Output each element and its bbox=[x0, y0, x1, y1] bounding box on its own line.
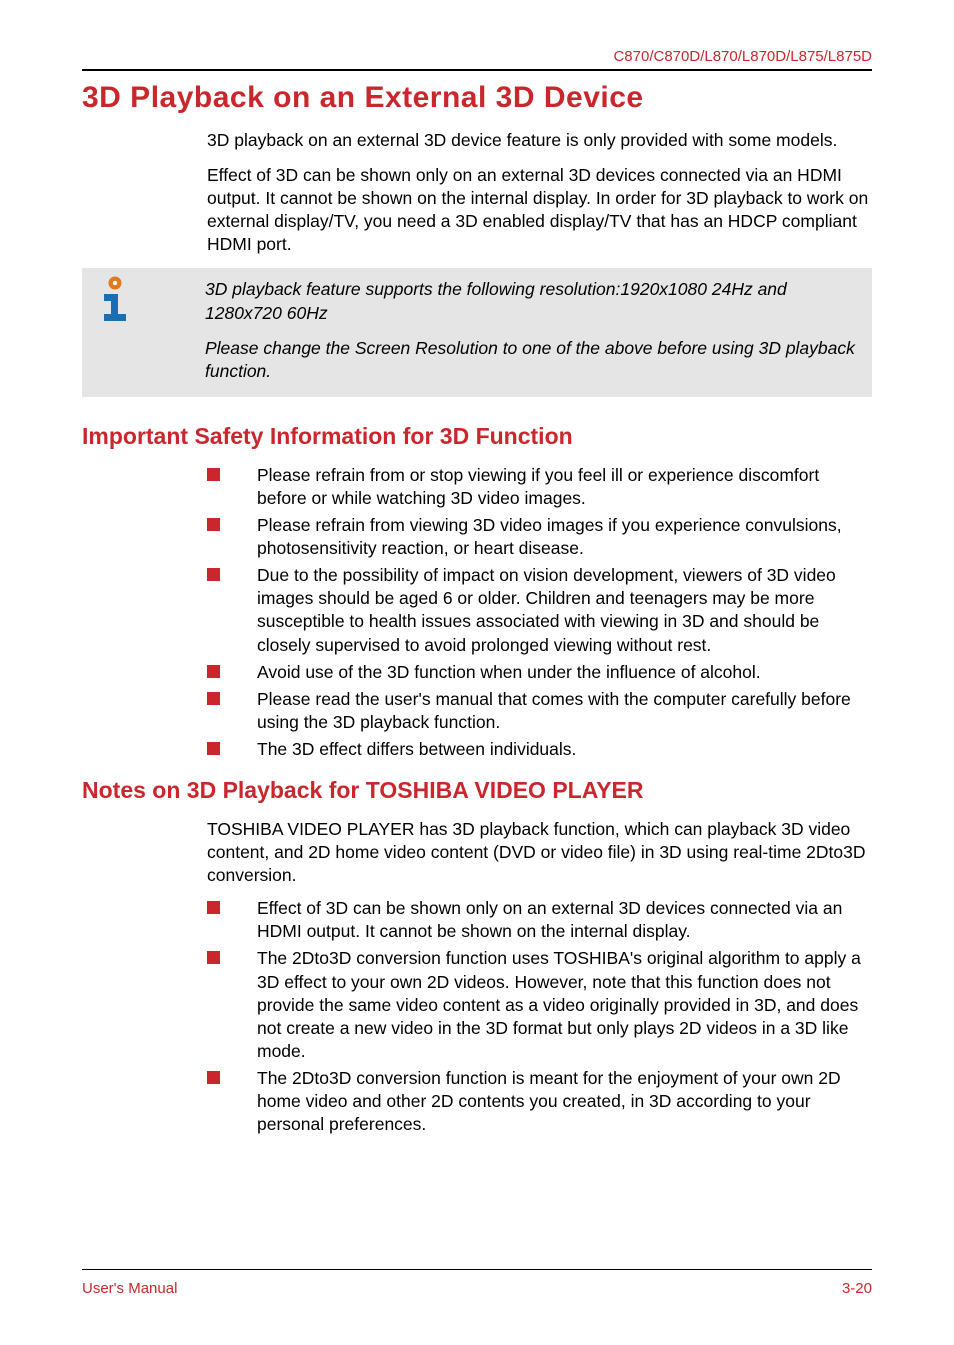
list-item: The 2Dto3D conversion function is meant … bbox=[207, 1067, 872, 1136]
footer-right: 3-20 bbox=[842, 1280, 872, 1297]
list-item-text: The 2Dto3D conversion function is meant … bbox=[257, 1068, 841, 1134]
list-item-text: Effect of 3D can be shown only on an ext… bbox=[257, 898, 842, 941]
list-item-text: Please read the user's manual that comes… bbox=[257, 689, 851, 732]
bullet-icon bbox=[207, 742, 220, 755]
list-item-text: Please refrain from or stop viewing if y… bbox=[257, 465, 819, 508]
list-item-text: Avoid use of the 3D function when under … bbox=[257, 662, 761, 682]
bullet-icon bbox=[207, 951, 220, 964]
note-paragraph-2: Please change the Screen Resolution to o… bbox=[205, 337, 862, 383]
intro-paragraph-2: Effect of 3D can be shown only on an ext… bbox=[207, 164, 872, 256]
intro-paragraph-1: 3D playback on an external 3D device fea… bbox=[207, 129, 872, 152]
list-item: Please refrain from viewing 3D video ima… bbox=[207, 514, 872, 560]
list-item-text: The 2Dto3D conversion function uses TOSH… bbox=[257, 948, 861, 1060]
header-model-line: C870/C870D/L870/L870D/L875/L875D bbox=[82, 48, 872, 65]
list-item-text: Due to the possibility of impact on visi… bbox=[257, 565, 836, 654]
list-item: Please refrain from or stop viewing if y… bbox=[207, 464, 872, 510]
bullet-icon bbox=[207, 901, 220, 914]
page-title-h1: 3D Playback on an External 3D Device bbox=[82, 81, 872, 115]
list-item: The 3D effect differs between individual… bbox=[207, 738, 872, 761]
footer-left: User's Manual bbox=[82, 1280, 177, 1297]
section-title-notes: Notes on 3D Playback for TOSHIBA VIDEO P… bbox=[82, 777, 872, 804]
bullet-icon bbox=[207, 1071, 220, 1084]
list-item: Please read the user's manual that comes… bbox=[207, 688, 872, 734]
list-item: Avoid use of the 3D function when under … bbox=[207, 661, 872, 684]
page-footer: User's Manual 3-20 bbox=[82, 1269, 872, 1297]
list-item: The 2Dto3D conversion function uses TOSH… bbox=[207, 947, 872, 1062]
bullet-icon bbox=[207, 518, 220, 531]
section-title-safety: Important Safety Information for 3D Func… bbox=[82, 423, 872, 450]
info-note-box: 3D playback feature supports the followi… bbox=[82, 268, 872, 396]
info-icon bbox=[96, 276, 134, 322]
list-item-text: The 3D effect differs between individual… bbox=[257, 739, 576, 759]
safety-list: Please refrain from or stop viewing if y… bbox=[207, 464, 872, 761]
list-item: Effect of 3D can be shown only on an ext… bbox=[207, 897, 872, 943]
bullet-icon bbox=[207, 692, 220, 705]
header-rule bbox=[82, 69, 872, 71]
bullet-icon bbox=[207, 665, 220, 678]
list-item: Due to the possibility of impact on visi… bbox=[207, 564, 872, 656]
footer-rule bbox=[82, 1269, 872, 1270]
bullet-icon bbox=[207, 568, 220, 581]
section2-intro: TOSHIBA VIDEO PLAYER has 3D playback fun… bbox=[207, 818, 872, 887]
bullet-icon bbox=[207, 468, 220, 481]
list-item-text: Please refrain from viewing 3D video ima… bbox=[257, 515, 842, 558]
notes-list: Effect of 3D can be shown only on an ext… bbox=[207, 897, 872, 1136]
note-paragraph-1: 3D playback feature supports the followi… bbox=[205, 278, 862, 324]
